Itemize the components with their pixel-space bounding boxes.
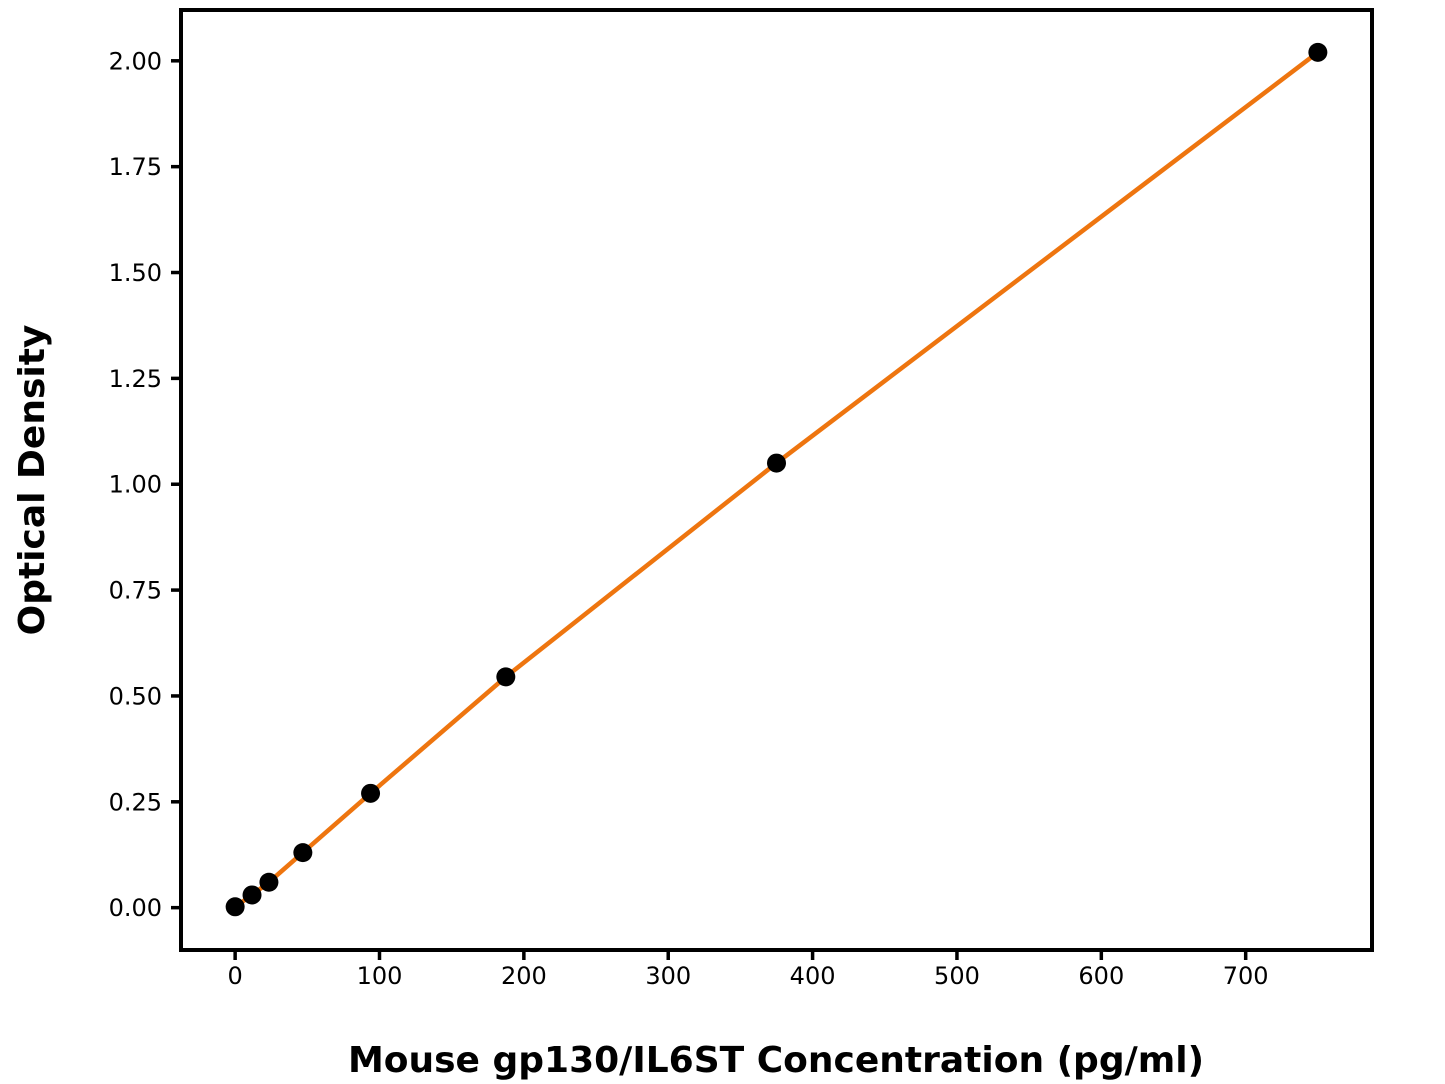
x-tick-label: 700 bbox=[1223, 962, 1269, 990]
y-tick-label: 1.00 bbox=[109, 471, 162, 499]
y-tick-label: 0.00 bbox=[109, 894, 162, 922]
fit-line bbox=[232, 50, 1321, 910]
data-point bbox=[259, 872, 279, 892]
x-tick-label: 100 bbox=[357, 962, 403, 990]
y-axis-ticks: 0.00 0.25 0.50 0.75 1.00 1.25 1.50 1.75 2.00 bbox=[109, 47, 181, 922]
data-point bbox=[293, 843, 313, 863]
plot-frame bbox=[179, 8, 1374, 952]
data-point bbox=[225, 897, 245, 917]
data-point bbox=[242, 885, 262, 905]
x-tick-label: 500 bbox=[934, 962, 980, 990]
data-point bbox=[1308, 42, 1328, 62]
y-tick-label: 1.25 bbox=[109, 365, 162, 393]
x-axis-ticks: 0 100 200 300 400 500 600 700 bbox=[227, 950, 1269, 990]
x-tick-label: 200 bbox=[501, 962, 547, 990]
data-series bbox=[225, 42, 1328, 917]
x-tick-label: 400 bbox=[790, 962, 836, 990]
data-point bbox=[361, 783, 381, 803]
y-tick-label: 1.75 bbox=[109, 153, 162, 181]
data-point bbox=[767, 453, 786, 473]
y-axis-title: Optical Density bbox=[12, 325, 53, 636]
y-tick-label: 0.25 bbox=[109, 788, 162, 816]
y-tick-label: 0.50 bbox=[109, 682, 162, 710]
data-point bbox=[496, 667, 516, 687]
x-tick-label: 0 bbox=[227, 962, 242, 990]
y-tick-label: 2.00 bbox=[109, 47, 162, 75]
x-axis-title: Mouse gp130/IL6ST Concentration (pg/ml) bbox=[348, 1040, 1204, 1081]
x-tick-label: 300 bbox=[645, 962, 691, 990]
y-tick-label: 0.75 bbox=[109, 577, 162, 605]
x-tick-label: 600 bbox=[1078, 962, 1124, 990]
y-tick-label: 1.50 bbox=[109, 259, 162, 287]
